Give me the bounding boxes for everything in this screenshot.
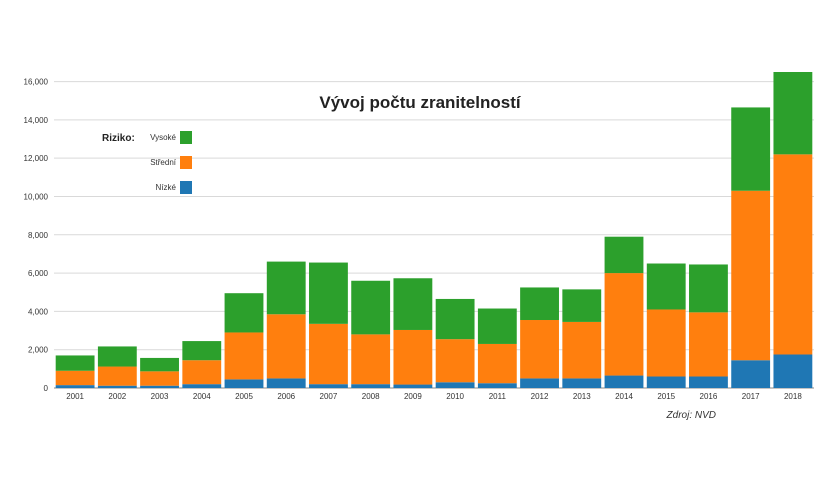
bar-segment-nízké (562, 378, 602, 388)
legend-swatch (180, 156, 192, 169)
bar-segment-střední (266, 314, 306, 379)
x-tick-label: 2010 (446, 392, 464, 401)
y-tick-label: 6,000 (28, 269, 49, 278)
x-tick-label: 2001 (66, 392, 84, 401)
bar-segment-střední (140, 371, 179, 386)
y-axis: 0 2,000 4,000 6,000 8,000 10,000 12,000 14,000 1… (24, 78, 49, 393)
bar-segment-vysoké (393, 278, 433, 330)
legend-label: Vysoké (150, 133, 176, 142)
x-tick-label: 2003 (151, 392, 169, 401)
bar-segment-nízké (97, 385, 137, 388)
x-tick-label: 2009 (404, 392, 422, 401)
x-tick-label: 2017 (742, 392, 760, 401)
bar-segment-vysoké (477, 308, 517, 344)
bar-segment-nízké (351, 384, 391, 388)
x-tick-label: 2011 (489, 392, 507, 401)
bar-segment-nízké (520, 378, 559, 388)
y-tick-label: 0 (44, 384, 49, 393)
bars (55, 72, 813, 388)
bar-segment-vysoké (97, 346, 137, 367)
x-tick-label: 2006 (277, 392, 295, 401)
legend-swatch (180, 131, 192, 144)
bar-segment-nízké (689, 376, 728, 388)
x-axis: 2001 2002 2003 2004 2005 2006 2007 2008 2009 2010… (66, 392, 802, 401)
bar-segment-střední (646, 309, 686, 377)
x-tick-label: 2018 (784, 392, 802, 401)
bar-segment-střední (477, 343, 517, 384)
chart-title: Vývoj počtu zranitelností (319, 93, 521, 112)
x-tick-label: 2013 (573, 392, 591, 401)
y-tick-label: 2,000 (28, 346, 49, 355)
bar-segment-vysoké (562, 289, 602, 322)
bar-segment-střední (55, 370, 95, 386)
x-tick-label: 2016 (700, 392, 718, 401)
bar-segment-nízké (477, 383, 517, 388)
bar-segment-nízké (140, 385, 179, 388)
y-tick-label: 16,000 (24, 78, 49, 87)
bar-segment-nízké (773, 354, 813, 388)
legend: Riziko: Vysoké Střední Nízké (102, 131, 192, 194)
x-tick-label: 2005 (235, 392, 253, 401)
legend-title: Riziko: (102, 133, 135, 144)
bar-segment-nízké (731, 360, 771, 388)
bar-segment-střední (562, 321, 602, 379)
bar-segment-střední (435, 339, 475, 383)
bar-segment-vysoké (140, 357, 179, 372)
bar-segment-nízké (393, 384, 433, 388)
legend-label: Střední (150, 158, 177, 167)
bar-segment-vysoké (731, 107, 771, 191)
bar-segment-střední (731, 190, 771, 361)
bar-segment-nízké (604, 375, 644, 388)
bar-segment-vysoké (773, 72, 813, 155)
bar-segment-vysoké (520, 287, 559, 321)
y-tick-label: 14,000 (24, 116, 49, 125)
bar-segment-nízké (646, 376, 686, 388)
x-tick-label: 2015 (657, 392, 675, 401)
bar-segment-vysoké (435, 298, 475, 340)
bar-segment-nízké (224, 379, 264, 388)
bar-segment-střední (182, 360, 222, 385)
bar-segment-vysoké (646, 263, 686, 310)
bar-segment-střední (351, 334, 391, 385)
x-tick-label: 2012 (531, 392, 549, 401)
y-tick-label: 8,000 (28, 231, 49, 240)
bar-segment-vysoké (689, 264, 728, 313)
grid-lines (54, 81, 814, 389)
y-tick-label: 12,000 (24, 154, 49, 163)
bar-segment-vysoké (55, 355, 95, 371)
bar-segment-střední (224, 332, 264, 380)
bar-segment-střední (520, 320, 559, 379)
bar-segment-nízké (182, 384, 222, 388)
bar-segment-střední (97, 366, 137, 386)
bar-segment-vysoké (309, 262, 348, 324)
bar-segment-vysoké (351, 280, 391, 335)
x-tick-label: 2007 (320, 392, 338, 401)
bar-segment-střední (689, 312, 728, 377)
bar-segment-nízké (435, 382, 475, 388)
x-tick-label: 2008 (362, 392, 380, 401)
source-note: Zdroj: NVD (666, 410, 716, 421)
x-tick-label: 2014 (615, 392, 633, 401)
bar-segment-vysoké (182, 341, 222, 361)
plot-background (54, 65, 814, 410)
y-tick-label: 10,000 (24, 192, 49, 201)
bar-segment-střední (604, 273, 644, 376)
bar-segment-střední (773, 154, 813, 355)
bar-segment-nízké (55, 385, 95, 388)
y-tick-label: 4,000 (28, 307, 49, 316)
bar-segment-střední (309, 323, 348, 385)
legend-swatch (180, 181, 192, 194)
bar-segment-vysoké (224, 293, 264, 333)
bar-segment-vysoké (266, 261, 306, 315)
bar-segment-střední (393, 329, 433, 385)
legend-label: Nízké (156, 183, 177, 192)
x-tick-label: 2002 (108, 392, 126, 401)
bar-segment-nízké (266, 378, 306, 388)
bar-segment-vysoké (604, 236, 644, 274)
bar-segment-nízké (309, 384, 348, 388)
x-tick-label: 2004 (193, 392, 211, 401)
